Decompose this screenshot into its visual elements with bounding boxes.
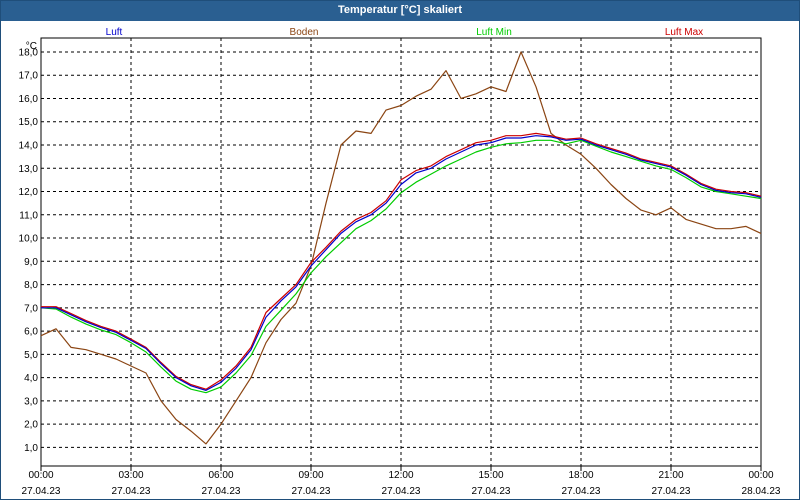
y-tick-label: 1,0 — [24, 443, 38, 454]
x-tick-label: 03:00 — [118, 470, 143, 481]
x-tick-date-label: 27.04.23 — [112, 486, 151, 497]
x-tick-date-label: 28.04.23 — [742, 486, 781, 497]
y-tick-label: 13,0 — [19, 164, 39, 175]
y-tick-label: 2,0 — [24, 420, 38, 431]
y-tick-label: 18,0 — [19, 47, 39, 58]
x-tick-label: 06:00 — [208, 470, 233, 481]
x-tick-date-label: 27.04.23 — [292, 486, 331, 497]
legend-entry-luft: Luft — [106, 27, 123, 38]
y-axis-unit-label: °C — [26, 41, 37, 52]
legend-entry-luft-min: Luft Min — [476, 27, 512, 38]
x-tick-date-label: 27.04.23 — [22, 486, 61, 497]
legend-entry-boden: Boden — [290, 27, 319, 38]
y-tick-label: 4,0 — [24, 373, 38, 384]
x-tick-label: 00:00 — [748, 470, 773, 481]
x-tick-label: 21:00 — [658, 470, 683, 481]
series-line-boden — [40, 51, 762, 445]
x-tick-label: 18:00 — [568, 470, 593, 481]
x-tick-label: 15:00 — [478, 470, 503, 481]
x-tick-label: 09:00 — [298, 470, 323, 481]
y-tick-label: 11,0 — [19, 210, 38, 221]
x-tick-label: 12:00 — [388, 470, 413, 481]
y-tick-label: 7,0 — [24, 303, 38, 314]
x-tick-date-label: 27.04.23 — [382, 486, 421, 497]
legend-entry-luft-max: Luft Max — [665, 27, 703, 38]
x-tick-date-label: 27.04.23 — [472, 486, 511, 497]
y-tick-label: 5,0 — [24, 350, 38, 361]
y-tick-label: 15,0 — [19, 117, 39, 128]
y-tick-label: 16,0 — [19, 94, 39, 105]
y-tick-label: 17,0 — [19, 71, 39, 82]
x-tick-label: 00:00 — [28, 470, 53, 481]
x-tick-date-label: 27.04.23 — [562, 486, 601, 497]
y-tick-label: 6,0 — [24, 327, 38, 338]
y-tick-label: 3,0 — [24, 396, 38, 407]
chart-plot: 1,0 2,0 3,0 4,0 5,0 6,0 7,0 8,0 9,0 10,0 11,0 12,0 1… — [19, 27, 781, 497]
x-tick-date-label: 27.04.23 — [202, 486, 241, 497]
series-line-luft — [41, 135, 762, 391]
y-tick-label: 8,0 — [24, 280, 38, 291]
y-tick-label: 9,0 — [24, 257, 38, 268]
chart-title: Temperatur [°C] skaliert — [1, 1, 799, 21]
y-tick-label: 14,0 — [19, 141, 39, 152]
y-tick-label: 10,0 — [19, 234, 39, 245]
series-line-luft-max — [41, 132, 762, 390]
x-tick-date-label: 27.04.23 — [652, 486, 691, 497]
plot-frame — [40, 37, 762, 467]
y-tick-label: 12,0 — [19, 187, 39, 198]
series-line-luft-min — [40, 139, 762, 394]
